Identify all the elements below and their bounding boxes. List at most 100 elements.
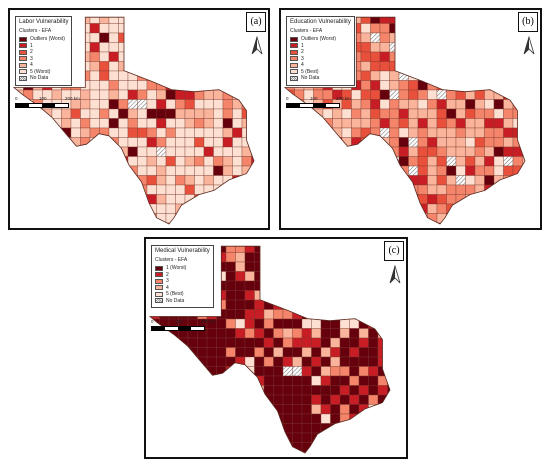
county (417, 61, 428, 72)
county (503, 89, 514, 100)
county (512, 213, 523, 224)
county (408, 51, 419, 62)
county (150, 394, 160, 405)
county (465, 17, 476, 24)
county (330, 252, 341, 263)
county (360, 203, 371, 214)
county (320, 271, 331, 282)
county (532, 100, 540, 110)
county (301, 252, 312, 263)
county (184, 108, 195, 119)
map-panel-education: Education Vulnerability Clusters - EFA O… (279, 8, 542, 230)
county (387, 366, 390, 377)
county (512, 156, 523, 167)
county (89, 70, 100, 81)
county (455, 184, 466, 195)
county (339, 280, 350, 291)
county (184, 51, 195, 62)
county (225, 404, 236, 415)
county (261, 214, 268, 224)
county (455, 108, 466, 119)
county (368, 299, 379, 310)
county (232, 137, 243, 148)
legend-swatch (290, 43, 298, 49)
county (146, 61, 157, 72)
county (273, 280, 284, 291)
county (320, 246, 331, 253)
county (156, 23, 167, 34)
county (503, 213, 514, 224)
county (241, 70, 252, 81)
county (427, 99, 438, 110)
county (427, 175, 438, 186)
county (512, 203, 523, 214)
county (108, 184, 119, 195)
county (311, 375, 322, 386)
county (311, 309, 322, 320)
legend: Labor Vulnerability Clusters - EFA Outli… (15, 16, 73, 86)
county (474, 175, 485, 186)
county (244, 328, 255, 339)
county (313, 213, 324, 224)
county (282, 356, 293, 367)
county (165, 175, 176, 186)
county (503, 137, 514, 148)
county (330, 366, 341, 377)
county (61, 108, 72, 119)
county (70, 127, 81, 138)
county (379, 156, 390, 167)
county (127, 213, 138, 224)
county (14, 108, 24, 119)
county (408, 32, 419, 43)
county (23, 203, 34, 214)
county (216, 394, 227, 405)
county (222, 137, 233, 148)
county (244, 299, 255, 310)
county (370, 222, 381, 225)
county (360, 137, 371, 148)
county (446, 222, 457, 225)
legend-item: 1 (19, 43, 68, 50)
county (465, 184, 476, 195)
county (165, 118, 176, 129)
county (213, 80, 224, 91)
county (232, 118, 243, 129)
county (484, 23, 495, 34)
county (436, 194, 447, 205)
county (89, 42, 100, 53)
county (351, 108, 362, 119)
legend-swatch (19, 69, 27, 75)
county (417, 127, 428, 138)
county (194, 80, 205, 91)
county (197, 356, 208, 367)
county (61, 203, 72, 214)
county (377, 271, 388, 282)
county (251, 184, 254, 195)
county (150, 337, 160, 348)
county (165, 42, 176, 53)
county (349, 328, 360, 339)
county (417, 118, 428, 129)
legend-label: No Data (301, 75, 320, 82)
county (292, 347, 303, 358)
county (285, 137, 295, 148)
county (398, 80, 409, 91)
legend-subtitle: Clusters - EFA (155, 257, 188, 263)
county (332, 194, 343, 205)
panel-label: (c) (384, 241, 404, 261)
county (159, 394, 170, 405)
county (244, 318, 255, 329)
county (377, 451, 388, 454)
county (285, 165, 295, 176)
county (389, 203, 400, 214)
county (532, 138, 540, 148)
county (282, 337, 293, 348)
county (503, 108, 514, 119)
county (251, 203, 254, 214)
county (187, 404, 198, 415)
county (417, 156, 428, 167)
county (339, 423, 350, 434)
county (484, 17, 495, 24)
county (89, 213, 100, 224)
county (99, 137, 110, 148)
